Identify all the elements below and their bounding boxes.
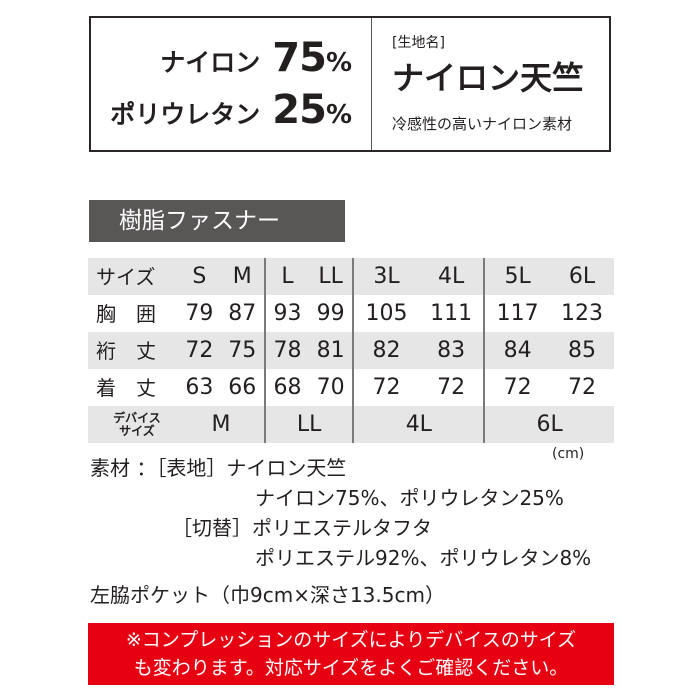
material-line: ［切替］ポリエステルタフタ bbox=[172, 516, 432, 540]
header-cell: 6L bbox=[549, 258, 614, 295]
row-label: デバイス サイズ bbox=[88, 406, 178, 443]
header-cell: S bbox=[178, 258, 221, 295]
cell: 75 bbox=[220, 332, 265, 369]
table-header-row: サイズ S M L LL 3L 4L 5L 6L bbox=[88, 258, 614, 295]
composition-polyurethane: ポリウレタン 25% bbox=[110, 88, 352, 132]
material-percent: 25% bbox=[272, 87, 352, 133]
size-notice: ※コンプレッションのサイズによりデバイスのサイズ も変わります。対応サイズをよく… bbox=[88, 623, 614, 685]
notice-line: も変わります。対応サイズをよくご確認ください。 bbox=[133, 657, 569, 679]
fabric-label: [生地名] bbox=[392, 35, 445, 51]
fabric-name: ナイロン天竺 bbox=[392, 59, 585, 97]
material-percent: 75% bbox=[272, 35, 352, 81]
header-cell: LL bbox=[309, 258, 354, 295]
device-size-row: デバイス サイズ M LL 4L 6L bbox=[88, 406, 614, 443]
composition-box: ナイロン 75% ポリウレタン 25% [生地名] ナイロン天竺 冷感性の高いナ… bbox=[89, 16, 611, 152]
cell: 83 bbox=[418, 332, 485, 369]
table-row: 裄 丈 72 75 78 81 82 83 84 85 bbox=[88, 332, 614, 369]
material-line: ナイロン75%、ポリウレタン25% bbox=[255, 486, 564, 510]
cell: LL bbox=[263, 406, 354, 443]
cell: 72 bbox=[437, 374, 466, 400]
cell: 123 bbox=[560, 300, 603, 326]
cell: 72 bbox=[483, 369, 550, 406]
material-name: ナイロン bbox=[160, 48, 261, 77]
cell: 72 bbox=[178, 332, 221, 369]
cell: 84 bbox=[483, 332, 550, 369]
cell: 78 bbox=[263, 332, 310, 369]
cell: 6L bbox=[483, 406, 614, 443]
cell: 82 bbox=[352, 332, 419, 369]
header-cell: 4L bbox=[418, 258, 485, 295]
cell: 85 bbox=[549, 332, 614, 369]
header-cell: 5L bbox=[483, 258, 550, 295]
row-label: 着 丈 bbox=[96, 375, 156, 400]
cell: 105 bbox=[352, 295, 419, 332]
header-cell: 3L bbox=[352, 258, 419, 295]
zipper-banner: 樹脂ファスナー bbox=[89, 200, 345, 242]
material-line: ポリエステル92%、ポリウレタン8% bbox=[255, 546, 592, 570]
cell: M bbox=[178, 406, 265, 443]
cell: 81 bbox=[309, 332, 354, 369]
cell: 68 bbox=[263, 369, 310, 406]
header-cell: サイズ bbox=[88, 258, 178, 295]
cell: 93 bbox=[263, 295, 310, 332]
unit-label: (cm) bbox=[552, 446, 585, 462]
cell: 72 bbox=[567, 374, 596, 400]
header-cell: M bbox=[220, 258, 265, 295]
cell: 111 bbox=[430, 300, 473, 326]
material-name: ポリウレタン bbox=[110, 100, 261, 129]
table-row: 胸 囲 79 87 93 99 105 111 117 123 bbox=[88, 295, 614, 332]
cell: 72 bbox=[352, 369, 419, 406]
composition-panel: ナイロン 75% ポリウレタン 25% bbox=[91, 18, 372, 150]
pocket-info: 左脇ポケット（巾9cm×深さ13.5cm） bbox=[90, 583, 445, 607]
size-table: サイズ S M L LL 3L 4L 5L 6L 胸 囲 79 87 93 99… bbox=[88, 258, 614, 443]
table-row: 着 丈 63 66 68 70 72 72 72 72 bbox=[88, 369, 614, 406]
fabric-panel: [生地名] ナイロン天竺 冷感性の高いナイロン素材 bbox=[372, 18, 609, 150]
row-label: 裄 丈 bbox=[88, 332, 178, 369]
notice-line: ※コンプレッションのサイズによりデバイスのサイズ bbox=[125, 629, 577, 651]
cell: 70 bbox=[316, 374, 345, 400]
cell: 87 bbox=[228, 300, 257, 326]
cell: 117 bbox=[483, 295, 550, 332]
composition-nylon: ナイロン 75% bbox=[160, 36, 352, 80]
cell: 4L bbox=[352, 406, 485, 443]
row-label: 胸 囲 bbox=[96, 301, 156, 326]
device-label: デバイス bbox=[113, 410, 161, 425]
cell: 66 bbox=[228, 374, 257, 400]
size-label: サイズ bbox=[119, 423, 155, 438]
header-cell: L bbox=[263, 258, 310, 295]
fabric-description: 冷感性の高いナイロン素材 bbox=[392, 115, 573, 133]
cell: 63 bbox=[185, 374, 214, 400]
cell: 79 bbox=[185, 300, 214, 326]
cell: 99 bbox=[316, 300, 345, 326]
material-line: 素材 ：［表地］ナイロン天竺 bbox=[90, 456, 347, 480]
